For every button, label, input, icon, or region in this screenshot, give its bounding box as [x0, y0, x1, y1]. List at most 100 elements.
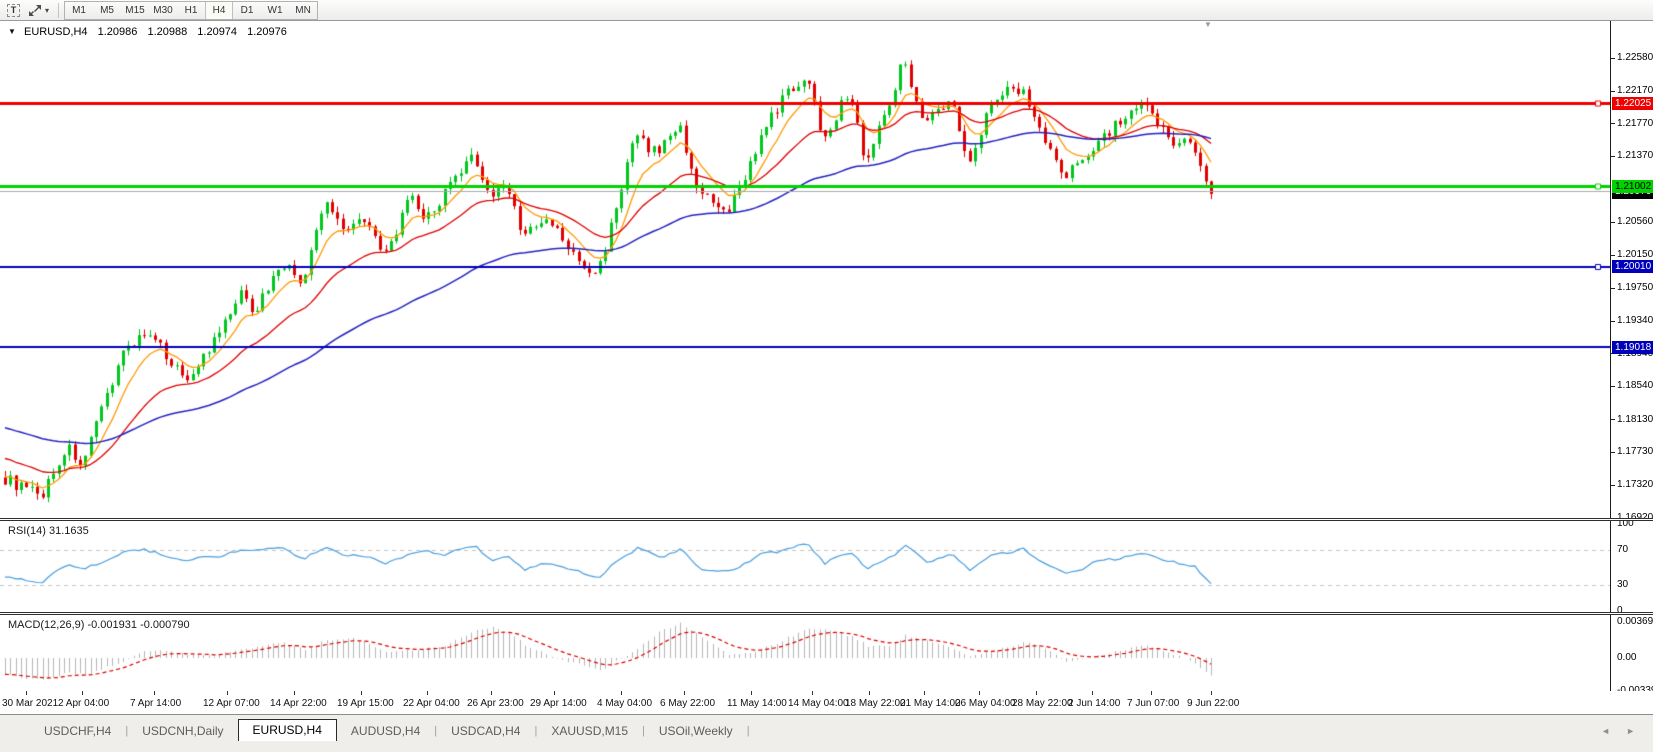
tab-separator: | [534, 725, 538, 737]
timeframe-button-w1[interactable]: W1 [267, 4, 283, 16]
price-axis-label: 1.18540 [1617, 380, 1653, 392]
date-axis-tick [812, 691, 813, 695]
chart-tab-eurusd-h4[interactable]: EURUSD,H4 [237, 719, 337, 741]
text-tool-button[interactable]: T [4, 1, 23, 19]
date-axis-tick [1036, 691, 1037, 695]
date-axis-tick [1092, 691, 1093, 695]
symbol-period-label: EURUSD,H4 [23, 26, 88, 38]
pane-separator[interactable] [0, 612, 1653, 615]
collapse-arrow-icon[interactable]: ▼ [8, 27, 16, 36]
date-axis-label: 11 May 14:00 [727, 698, 787, 709]
timeframe-button-m15[interactable]: M15 [125, 4, 145, 16]
price-axis-tick [1611, 320, 1615, 322]
price-axis-tick [1611, 90, 1615, 92]
date-axis-label: 7 Jun 07:00 [1127, 698, 1180, 709]
tab-scroll-left-button[interactable]: ◄ [1601, 726, 1611, 736]
chart-tab-usoil-weekly[interactable]: USOil,Weekly [658, 724, 733, 738]
date-axis-tick [554, 691, 555, 695]
price-axis-label: 1.22170 [1617, 85, 1653, 97]
price-axis-label: 1.16920 [1617, 512, 1653, 518]
arrange-windows-button[interactable]: ▾ [25, 1, 52, 19]
timeframe-group: M1 M5 M15 M30 H1 H4 D1 W1 MN [64, 0, 319, 20]
pane-separator[interactable] [0, 518, 1653, 521]
chart-window: ▼ ▼ EURUSD,H4 1.20986 1.20988 1.20974 1.… [0, 21, 1653, 714]
price-axis[interactable]: 1.22580 1.22170 1.21770 1.21370 1.20560 1.201… [1610, 21, 1653, 518]
macd-axis-label: 0.00 [1617, 652, 1637, 663]
rsi-canvas[interactable] [0, 521, 1610, 612]
date-axis-label: 14 May 04:00 [788, 698, 849, 709]
level-price-badge: 1.22025 [1612, 96, 1653, 110]
date-axis-label: 22 Apr 04:00 [403, 698, 460, 709]
macd-axis[interactable]: 0.003693 0.00 -0.003395 [1610, 615, 1653, 691]
date-axis-label: 12 Apr 07:00 [203, 698, 260, 709]
chart-tabs: USDCHF,H4 | USDCNH,Daily EURUSD,H4 AUDUSD,H4… [30, 719, 750, 741]
level-price-badge: 1.20010 [1612, 260, 1653, 274]
macd-axis-label: -0.003395 [1617, 685, 1653, 691]
timeframe-button-m30[interactable]: M30 [153, 4, 173, 16]
tab-separator: | [434, 725, 438, 737]
tab-scroll-right-button[interactable]: ► [1626, 726, 1635, 736]
price-axis-tick [1611, 254, 1615, 256]
macd-pane: MACD(12,26,9) -0.001931 -0.000790 0.0036… [0, 615, 1653, 691]
text-tool-icon: T [7, 3, 20, 17]
rsi-pane: RSI(14) 31.1635 100 70 30 0 [0, 521, 1653, 612]
cascade-arrows-icon [29, 4, 41, 16]
price-axis-label: 1.20560 [1617, 216, 1653, 228]
ohlc-open: 1.20986 [97, 26, 138, 38]
price-axis-tick [1611, 385, 1615, 387]
chart-tab-usdcnh-daily[interactable]: USDCNH,Daily [142, 724, 224, 738]
date-axis-label: 4 May 04:00 [597, 698, 653, 709]
date-axis-tick [621, 691, 622, 695]
timeframe-button-m1[interactable]: M1 [72, 4, 86, 16]
price-axis-label: 1.18130 [1617, 413, 1653, 425]
date-axis-tick [26, 691, 27, 695]
date-axis-label: 9 Jun 22:00 [1187, 698, 1240, 709]
date-axis-label: 26 May 04:00 [955, 698, 1016, 709]
date-axis[interactable]: 30 Mar 2021 2 Apr 04:00 7 Apr 14:00 12 Apr … [0, 691, 1653, 714]
date-axis-label: 2 Apr 04:00 [58, 698, 110, 709]
tab-separator: | [125, 725, 129, 737]
date-axis-label: 14 Apr 22:00 [270, 698, 327, 709]
price-axis-label: 1.21370 [1617, 150, 1653, 162]
chart-tab-usdchf-h4[interactable]: USDCHF,H4 [44, 724, 112, 738]
date-axis-tick [751, 691, 752, 695]
date-axis-label: 19 Apr 15:00 [337, 698, 394, 709]
chart-tab-bar: USDCHF,H4 | USDCNH,Daily EURUSD,H4 AUDUSD,H4… [0, 714, 1653, 752]
price-axis-label: 1.22580 [1617, 52, 1653, 63]
timeframe-button-h4[interactable]: H4 [205, 1, 234, 19]
date-axis-label: 26 Apr 23:00 [467, 698, 524, 709]
date-axis-label: 30 Mar 2021 [2, 698, 59, 709]
macd-axis-label: 0.003693 [1617, 616, 1653, 627]
date-axis-label: 7 Apr 14:00 [130, 698, 182, 709]
macd-canvas[interactable] [0, 615, 1610, 691]
price-axis-tick [1611, 451, 1615, 453]
timeframe-button-m5[interactable]: M5 [100, 4, 114, 16]
chart-tab-audusd-h4[interactable]: AUDUSD,H4 [350, 724, 421, 738]
date-axis-tick [869, 691, 870, 695]
date-axis-tick [491, 691, 492, 695]
chart-tab-xauusd-m15[interactable]: XAUUSD,M15 [551, 724, 629, 738]
price-axis-label: 1.19750 [1617, 282, 1653, 293]
ohlc-low: 1.20974 [197, 26, 238, 38]
chart-shift-marker-icon[interactable]: ▼ [1204, 21, 1212, 29]
price-pane: ▼ ▼ EURUSD,H4 1.20986 1.20988 1.20974 1.… [0, 21, 1653, 518]
tab-separator: | [642, 725, 645, 737]
date-axis-label: 2 Jun 14:00 [1068, 698, 1121, 709]
ohlc-close: 1.20976 [247, 26, 287, 38]
date-axis-label: 21 May 14:00 [900, 698, 961, 709]
price-axis-tick [1611, 419, 1615, 421]
price-axis-label: 1.19340 [1617, 315, 1653, 327]
price-axis-label: 1.17320 [1617, 479, 1653, 491]
tab-separator: | [746, 725, 750, 737]
timeframe-button-d1[interactable]: D1 [240, 4, 254, 16]
macd-label: MACD(12,26,9) -0.001931 -0.000790 [8, 619, 190, 631]
rsi-axis[interactable]: 100 70 30 0 [1610, 521, 1653, 612]
chart-tab-usdcad-h4[interactable]: USDCAD,H4 [451, 724, 521, 738]
price-axis-label: 1.17730 [1617, 446, 1653, 458]
timeframe-button-mn[interactable]: MN [295, 4, 311, 16]
price-axis-tick [1611, 484, 1615, 486]
chevron-down-icon[interactable]: ▾ [45, 5, 50, 15]
price-axis-tick [1611, 155, 1615, 157]
timeframe-button-h1[interactable]: H1 [184, 4, 198, 16]
price-chart-canvas[interactable] [0, 21, 1610, 518]
